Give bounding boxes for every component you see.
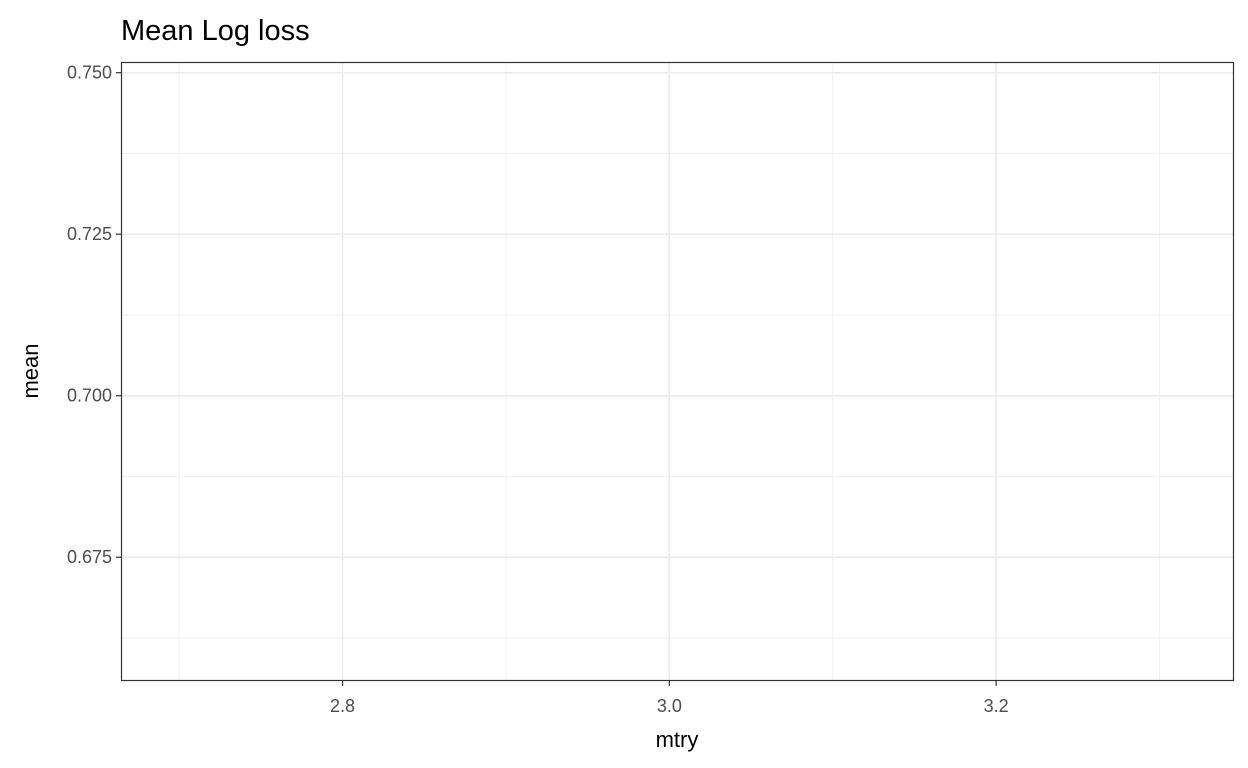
chart-title: Mean Log loss bbox=[121, 15, 310, 47]
y-tick-label: 0.725 bbox=[67, 224, 112, 244]
y-axis-title: mean bbox=[18, 343, 43, 398]
y-axis: 0.675 0.700 0.725 0.750 bbox=[67, 63, 122, 567]
y-tick-label: 0.700 bbox=[67, 386, 112, 406]
y-tick-label: 0.675 bbox=[67, 547, 112, 567]
minor-gridlines bbox=[122, 63, 1233, 680]
x-axis-title: mtry bbox=[656, 727, 699, 752]
x-tick-label: 3.2 bbox=[984, 696, 1009, 716]
major-gridlines bbox=[122, 63, 1233, 680]
x-tick-label: 2.8 bbox=[330, 696, 355, 716]
y-tick-label: 0.750 bbox=[67, 63, 112, 83]
panel-border bbox=[120, 61, 1235, 682]
x-axis: 2.8 3.0 3.2 bbox=[330, 680, 1009, 716]
x-tick-label: 3.0 bbox=[657, 696, 682, 716]
